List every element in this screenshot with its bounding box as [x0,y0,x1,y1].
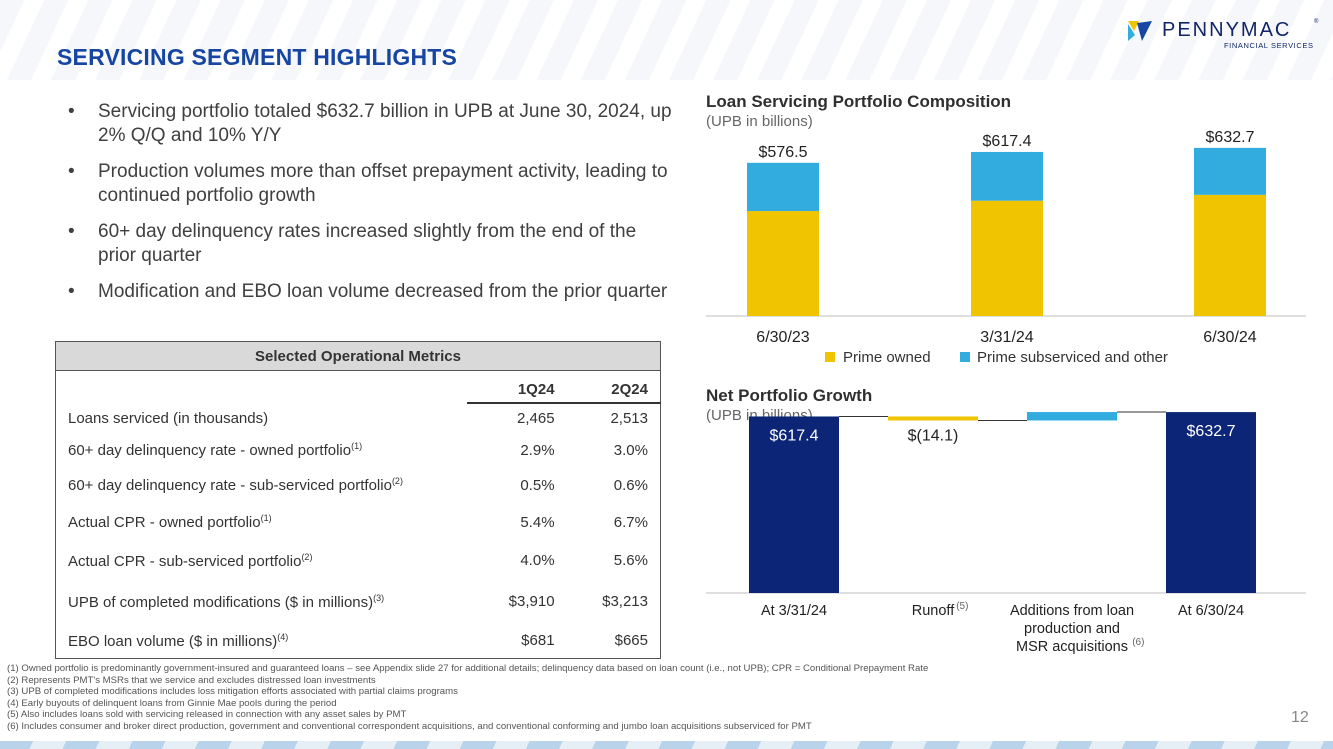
footnote: (3) UPB of completed modifications inclu… [7,686,458,698]
logo-subtitle: FINANCIAL SERVICES [1224,41,1314,50]
composition-chart: $576.5 6/30/23 $617.4 3/31/24 $632.7 6/30/24 P… [706,129,1306,366]
x-tick-label: 6/30/23 [756,329,809,346]
table-row-label: UPB of completed modifications ($ in mil… [54,579,467,624]
column-header-2q24: 2Q24 [566,370,661,404]
page-number: 12 [1291,709,1309,726]
growth-chart: $617.4 $(14.1) $29.5 $632.7 At 3/31/24 Runoff… [706,411,1306,655]
pennymac-logo-icon [1128,21,1152,41]
total-data-label: $576.5 [759,144,808,161]
table-cell: 2.9% [520,441,555,459]
column-header-1q24: 1Q24 [466,370,567,404]
table-cell: $3,213 [566,579,661,624]
table-cell: 3.0% [566,432,661,468]
footnote: (5) Also includes loans sold with servic… [7,709,407,721]
x-tick-label: At 3/31/24 [761,603,827,619]
table-cell: 6.7% [566,502,661,542]
highlight-item: • 60+ day delinquency rates increased sli… [68,221,637,266]
footer-pattern [0,741,1333,749]
highlight-item: • Production volumes more than offset pre… [68,161,668,206]
data-label: $(14.1) [908,427,959,444]
highlight-item: • Servicing portfolio totaled $632.7 bill… [68,101,672,146]
x-tick-label: Additions from loan [1010,603,1134,619]
bar-runoff [888,416,978,421]
total-data-label: $617.4 [983,133,1032,150]
composition-chart-subtitle: (UPB in billions) [706,113,813,130]
table-row-label: Actual CPR - owned portfolio(1) [54,502,467,542]
table-row-label: EBO loan volume ($ in millions)(4) [54,623,467,659]
bar-prime-subserviced [971,151,1043,201]
table-cell: 2,513 [566,402,661,433]
bar-prime-owned [1194,194,1266,316]
legend-swatch-subserviced [960,352,970,362]
table-cell: 5.4% [520,513,555,531]
bar-at-6-30-24 [1166,412,1256,593]
table-cell: 2,465 [517,409,555,427]
table-cell: $665 [566,623,661,659]
pennymac-logo: PENNYMAC FINANCIAL SERVICES ® [1128,19,1318,53]
x-tick-label: 6/30/24 [1203,329,1256,346]
bar-prime-subserviced [1194,147,1266,195]
legend-label-subserviced: Prime subserviced and other [977,349,1168,366]
bar-additions [1027,412,1117,421]
highlight-item: • Modification and EBO loan volume decrea… [68,281,668,302]
table-cell: 0.6% [566,467,661,503]
bar-at-3-31-24 [749,416,839,593]
operational-metrics-table: Selected Operational Metrics 1Q24 2Q24 L… [54,341,661,659]
table-row-label: Loans serviced (in thousands) [54,402,467,433]
x-tick-footnote: (6) [1132,637,1144,648]
bar-prime-subserviced [747,162,819,212]
growth-chart-title: Net Portfolio Growth [706,386,873,405]
highlights-list: • Servicing portfolio totaled $632.7 bill… [68,100,678,316]
page-title: SERVICING SEGMENT HIGHLIGHTS [57,44,458,70]
total-data-label: $632.7 [1206,129,1255,146]
x-tick-label: 3/31/24 [980,329,1033,346]
logo-wordmark: PENNYMAC [1162,19,1292,41]
footnote: (1) Owned portfolio is predominantly gov… [7,663,929,674]
data-label: $632.7 [1187,423,1236,440]
footnote: (4) Early buyouts of delinquent loans fr… [7,697,337,709]
footnotes: (1) Owned portfolio is predominantly gov… [7,663,1107,733]
table-cell: 0.5% [520,476,555,494]
logo-trademark: ® [1314,19,1319,25]
bar-prime-owned [747,211,819,316]
bar-prime-owned [971,200,1043,316]
legend-label-owned: Prime owned [843,349,931,366]
composition-chart-title: Loan Servicing Portfolio Composition [706,92,1012,111]
table-cell: 4.0% [520,552,555,569]
table-row-label: 60+ day delinquency rate - owned portfol… [54,432,467,468]
footnote: (2) Represents PMT's MSRs that we servic… [7,674,376,686]
x-tick-label: Runoff [912,603,955,619]
table-cell: $681 [466,623,567,659]
legend-swatch-owned [825,352,835,362]
table-cell: 5.6% [566,541,661,580]
table-row-label: Actual CPR - sub-serviced portfolio(2) [54,541,467,580]
data-label: $29.5 [1052,423,1092,440]
table-cell: $3,910 [508,593,555,610]
table-row-label: 60+ day delinquency rate - sub-serviced … [54,467,467,503]
data-label: $617.4 [770,427,819,444]
footnote: (6) Includes consumer and broker direct … [7,720,812,732]
x-tick-label: At 6/30/24 [1178,603,1244,619]
x-tick-label: MSR acquisitions [1016,639,1128,655]
x-tick-label: production and [1024,621,1120,637]
header-pattern [0,0,1333,80]
table-title: Selected Operational Metrics [55,341,661,371]
x-tick-footnote: (5) [956,601,968,612]
